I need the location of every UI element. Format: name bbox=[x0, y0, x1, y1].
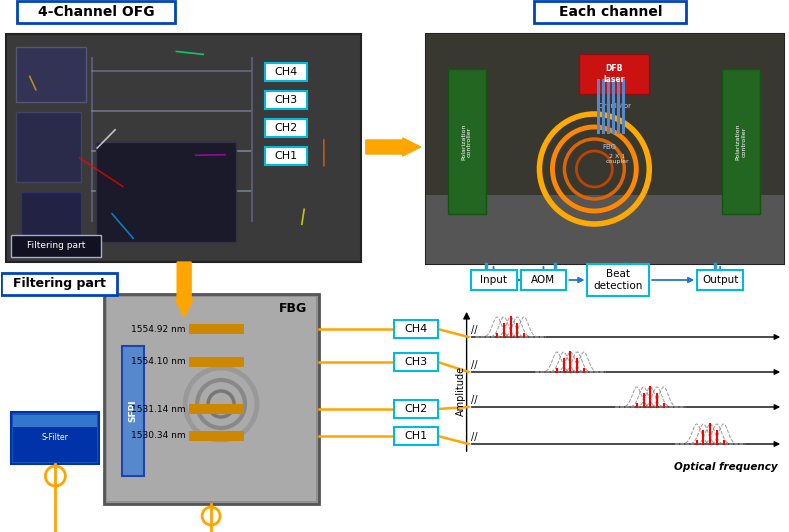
FancyBboxPatch shape bbox=[579, 54, 649, 94]
FancyBboxPatch shape bbox=[394, 353, 438, 371]
FancyBboxPatch shape bbox=[265, 119, 307, 137]
FancyBboxPatch shape bbox=[122, 346, 144, 476]
FancyBboxPatch shape bbox=[92, 110, 251, 112]
Text: CH1: CH1 bbox=[275, 151, 297, 161]
FancyBboxPatch shape bbox=[426, 34, 784, 195]
Text: Input: Input bbox=[480, 275, 507, 285]
Text: S-Filter: S-Filter bbox=[42, 434, 69, 443]
FancyBboxPatch shape bbox=[13, 415, 97, 427]
Polygon shape bbox=[366, 138, 421, 156]
FancyBboxPatch shape bbox=[92, 57, 93, 222]
Text: Output: Output bbox=[702, 275, 739, 285]
FancyBboxPatch shape bbox=[96, 142, 236, 242]
FancyBboxPatch shape bbox=[21, 192, 81, 252]
FancyBboxPatch shape bbox=[17, 112, 81, 182]
FancyBboxPatch shape bbox=[394, 320, 438, 338]
Text: 4-Channel OFG: 4-Channel OFG bbox=[38, 5, 155, 19]
Text: 1530.34 nm: 1530.34 nm bbox=[130, 431, 185, 440]
FancyBboxPatch shape bbox=[189, 404, 244, 414]
Text: Beat
detection: Beat detection bbox=[593, 269, 643, 291]
Text: AOM: AOM bbox=[532, 275, 555, 285]
Text: CH4: CH4 bbox=[275, 67, 297, 77]
FancyBboxPatch shape bbox=[13, 427, 97, 462]
Text: 2 X 1
coupler: 2 X 1 coupler bbox=[605, 154, 629, 164]
FancyBboxPatch shape bbox=[265, 147, 307, 165]
FancyBboxPatch shape bbox=[470, 270, 517, 290]
Text: //: // bbox=[471, 395, 478, 405]
FancyBboxPatch shape bbox=[697, 270, 743, 290]
FancyBboxPatch shape bbox=[92, 190, 251, 192]
FancyBboxPatch shape bbox=[587, 264, 649, 296]
FancyBboxPatch shape bbox=[534, 1, 686, 23]
FancyBboxPatch shape bbox=[6, 34, 361, 262]
Text: CH2: CH2 bbox=[404, 404, 428, 414]
FancyBboxPatch shape bbox=[189, 431, 244, 441]
Text: CH3: CH3 bbox=[404, 357, 428, 367]
Text: FBG: FBG bbox=[279, 302, 307, 315]
FancyBboxPatch shape bbox=[521, 270, 567, 290]
FancyBboxPatch shape bbox=[17, 47, 86, 102]
Text: 1554.92 nm: 1554.92 nm bbox=[131, 325, 185, 334]
FancyBboxPatch shape bbox=[597, 79, 600, 134]
FancyBboxPatch shape bbox=[612, 79, 615, 134]
FancyBboxPatch shape bbox=[617, 79, 620, 134]
Text: //: // bbox=[471, 360, 478, 370]
Text: Filtering part: Filtering part bbox=[13, 278, 106, 290]
Text: CH4: CH4 bbox=[404, 324, 428, 334]
Text: FBG: FBG bbox=[602, 144, 616, 150]
FancyBboxPatch shape bbox=[623, 79, 626, 134]
Text: Each channel: Each channel bbox=[559, 5, 662, 19]
FancyBboxPatch shape bbox=[189, 357, 244, 367]
Text: 1554.10 nm: 1554.10 nm bbox=[130, 358, 185, 367]
Text: Circulator: Circulator bbox=[597, 103, 631, 109]
FancyBboxPatch shape bbox=[189, 324, 244, 334]
FancyBboxPatch shape bbox=[265, 91, 307, 109]
FancyBboxPatch shape bbox=[12, 235, 101, 257]
FancyBboxPatch shape bbox=[394, 427, 438, 445]
FancyBboxPatch shape bbox=[104, 294, 319, 504]
FancyBboxPatch shape bbox=[426, 195, 784, 264]
FancyBboxPatch shape bbox=[608, 79, 611, 134]
Text: Polarization
controller: Polarization controller bbox=[462, 124, 472, 160]
FancyBboxPatch shape bbox=[602, 79, 605, 134]
FancyBboxPatch shape bbox=[426, 34, 784, 264]
Text: CH1: CH1 bbox=[404, 431, 428, 441]
FancyBboxPatch shape bbox=[265, 63, 307, 81]
FancyBboxPatch shape bbox=[251, 57, 253, 222]
Text: //: // bbox=[471, 432, 478, 442]
Text: CH3: CH3 bbox=[275, 95, 297, 105]
Text: 1531.14 nm: 1531.14 nm bbox=[130, 404, 185, 413]
Text: Polarization
controller: Polarization controller bbox=[735, 124, 746, 160]
FancyBboxPatch shape bbox=[394, 400, 438, 418]
FancyBboxPatch shape bbox=[92, 150, 251, 152]
Text: Optical frequency: Optical frequency bbox=[675, 462, 778, 472]
FancyBboxPatch shape bbox=[722, 69, 760, 214]
FancyBboxPatch shape bbox=[2, 273, 118, 295]
FancyBboxPatch shape bbox=[12, 412, 99, 464]
Text: //: // bbox=[471, 325, 478, 335]
FancyBboxPatch shape bbox=[17, 1, 175, 23]
Text: CH2: CH2 bbox=[275, 123, 297, 133]
Polygon shape bbox=[175, 262, 193, 317]
FancyBboxPatch shape bbox=[92, 70, 251, 72]
FancyBboxPatch shape bbox=[447, 69, 485, 214]
Text: DFB
laser: DFB laser bbox=[604, 64, 625, 84]
Text: Filtering part: Filtering part bbox=[27, 242, 85, 251]
Text: SFPI: SFPI bbox=[129, 400, 138, 422]
Text: Amplitude: Amplitude bbox=[455, 366, 466, 416]
FancyBboxPatch shape bbox=[107, 297, 316, 501]
